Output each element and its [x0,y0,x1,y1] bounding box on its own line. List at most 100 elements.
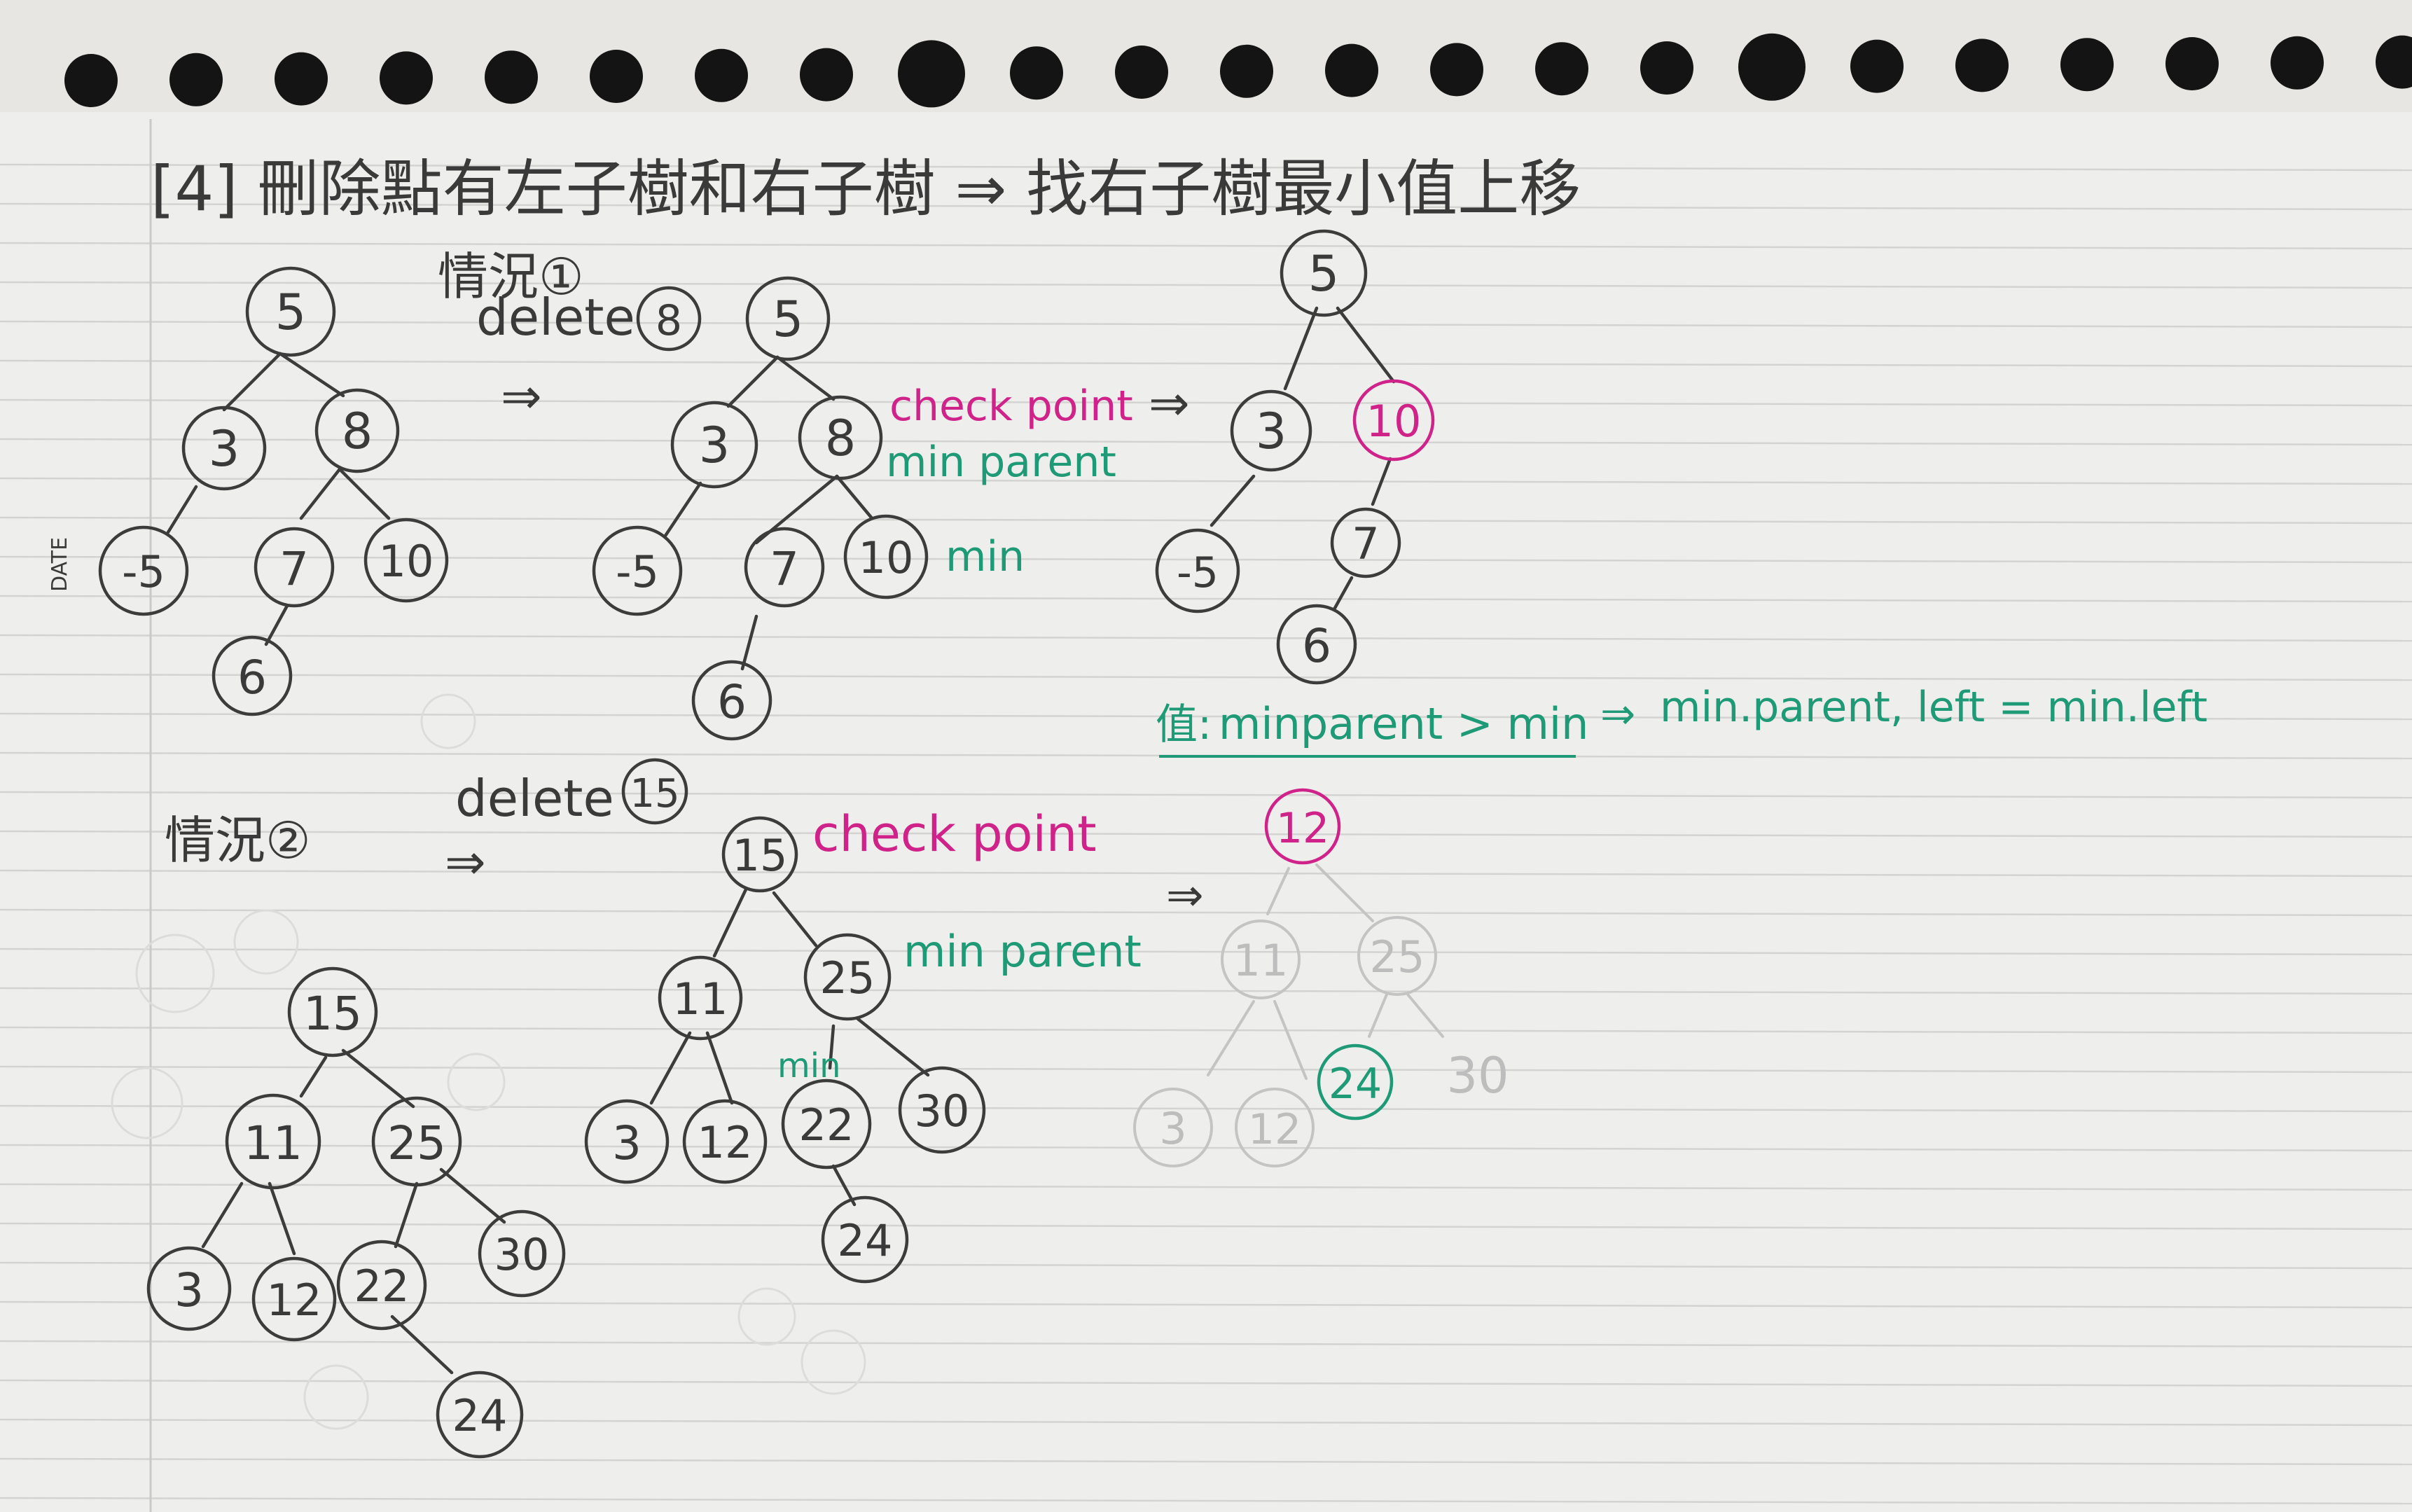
node-label: 12 [1276,804,1329,853]
tree-node [1155,528,1240,613]
case2-arrow: ⇒ [445,833,486,891]
tree-node [670,401,758,489]
ruled-line [0,281,2412,289]
case2-tree-after: 12 11 25 3 12 24 30 [1133,788,1509,1167]
binder-hole [485,50,538,104]
note-prefix: 值: [1156,700,1212,749]
binder-hole [1430,43,1483,97]
tree-node [898,1066,986,1154]
ruled-line [0,1183,2412,1191]
node-label: 6 [717,675,747,729]
binder-hole [275,52,328,106]
node-label: 3 [1159,1103,1186,1154]
ruled-line [0,242,2412,250]
tree-node [181,405,267,491]
note-condition: minparent > min [1219,698,1588,749]
ruled-line [0,1497,2412,1505]
node-label: 30 [494,1229,550,1280]
case2-delete-word: delete [455,769,614,828]
binder-hole [1738,33,1805,101]
case1-label: 情況① [438,247,584,306]
tree-node [336,1240,427,1331]
binder-hole [1220,44,1273,98]
ruled-line [0,1261,2412,1270]
ruled-line [0,438,2412,446]
ruled-lines [0,163,2412,1505]
binder-hole [169,53,223,106]
node-label: 10 [859,532,914,583]
node-label: 7 [279,542,309,596]
node-label: 30 [1446,1047,1509,1104]
binder-hole [1325,43,1378,97]
ruled-line [0,163,2412,172]
binder-hole [1535,42,1588,96]
node-label: 25 [820,952,875,1004]
node-label: 3 [174,1263,204,1317]
node-label: 5 [772,291,804,348]
node-label: -5 [122,546,165,597]
tree-node [1221,920,1301,999]
case2-deleted-circle [621,758,688,825]
tree-node [146,1246,232,1331]
node-label: 10 [1366,396,1422,447]
ruled-line [0,830,2412,838]
tree-node [478,1209,566,1298]
tree-node [245,266,336,357]
tree-node [1280,229,1368,317]
node-label: 3 [1256,403,1287,460]
binder-hole [380,51,433,105]
ruled-line [0,1379,2412,1387]
case2-min: min [777,1046,841,1086]
node-label: 12 [698,1117,753,1168]
node-label: 24 [838,1215,893,1266]
note-result: min.parent, left = min.left [1660,683,2207,732]
case1-deleted-value: 8 [656,296,682,345]
node-label: 25 [387,1116,446,1170]
tree-node [1357,916,1437,996]
binder-hole [64,54,118,107]
node-label: 24 [452,1390,508,1441]
node-label: 3 [209,420,240,478]
node-label: 11 [673,973,728,1025]
binder-hole [1115,46,1168,99]
node-label: 3 [612,1116,642,1170]
tree-node [691,660,772,741]
tree-node [584,1099,670,1184]
case2-check-point: check point [812,805,1097,863]
node-label: 8 [342,403,373,460]
case1-deleted-circle [636,286,702,352]
tree-node [1264,788,1341,865]
node-label: 3 [699,417,730,474]
ruled-line [0,555,2412,564]
binder-hole [1850,39,1904,93]
tree-node [212,635,293,716]
tree-node [1276,604,1357,685]
date-label: DATE [48,537,72,592]
ruled-line [0,320,2412,328]
tree-node [1230,389,1312,472]
node-label: 5 [1308,245,1340,303]
tree-node [721,816,798,893]
binder-hole [800,48,853,102]
binder-hole [2165,37,2219,90]
binder-hole [590,50,643,103]
node-label: 11 [1233,935,1289,986]
node-label: 8 [825,410,857,467]
binder-hole [2060,38,2114,92]
case1-check-point: check point [889,382,1133,431]
tree-node [1317,1043,1394,1121]
node-label: -5 [616,546,659,597]
case1-min-parent: min parent [886,438,1116,487]
node-label: 5 [275,284,307,341]
ruled-line [0,1457,2412,1466]
node-label: 6 [237,651,267,705]
ruled-line [0,202,2412,211]
ruled-line [0,359,2412,368]
case2-deleted-value: 15 [630,771,679,817]
binder-hole [898,40,965,108]
tree-node [1352,379,1435,462]
case1-tree-after: 5 3 10 -5 7 6 [1155,229,1435,685]
ruled-line [0,398,2412,407]
ruled-line [0,1340,2412,1348]
ruled-line [0,673,2412,681]
